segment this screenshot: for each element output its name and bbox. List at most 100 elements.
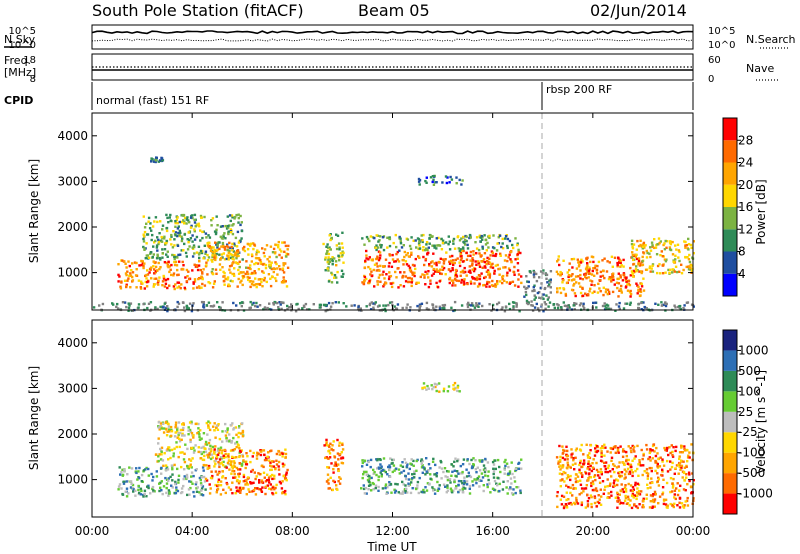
echo-cell [244, 272, 247, 276]
echo-cell [449, 270, 452, 273]
echo-cell [499, 252, 502, 255]
echo-cell [139, 286, 142, 289]
echo-cell [390, 282, 393, 285]
echo-cell [393, 488, 396, 491]
echo-cell [658, 495, 662, 498]
echo-cell [632, 496, 635, 499]
echo-cell [192, 474, 195, 478]
echo-cell [163, 261, 167, 264]
echo-cell [333, 464, 336, 467]
echo-cell [184, 276, 187, 279]
echo-cell [237, 251, 240, 254]
echo-cell [199, 268, 202, 272]
echo-cell [142, 264, 145, 268]
echo-cell [185, 280, 188, 283]
echo-cell [220, 456, 223, 459]
echo-cell [440, 237, 443, 241]
echo-cell [228, 440, 231, 443]
echo-cell [231, 242, 234, 246]
echo-cell [152, 265, 155, 268]
echo-cell [365, 305, 368, 308]
echo-cell [646, 477, 649, 480]
echo-cell [649, 450, 652, 453]
echo-cell [128, 304, 131, 307]
echo-cell [230, 214, 234, 217]
echo-cell [625, 459, 628, 463]
echo-cell [690, 264, 693, 267]
echo-cell [327, 280, 331, 283]
echo-cell [461, 179, 464, 182]
echo-cell [440, 461, 443, 464]
echo-cell [488, 236, 491, 239]
echo-cell [507, 472, 510, 475]
echo-cell [514, 237, 517, 240]
echo-cell [255, 257, 258, 260]
echo-cell [619, 274, 622, 277]
echo-cell [202, 469, 205, 472]
echo-cell [211, 268, 214, 271]
echo-cell [208, 452, 211, 455]
echo-cell [624, 476, 627, 479]
echo-cell [589, 444, 593, 447]
echo-cell [665, 258, 668, 261]
echo-cell [508, 470, 512, 473]
echo-cell [247, 272, 250, 276]
echo-cell [164, 278, 168, 282]
echo-cell [152, 253, 155, 256]
echo-cell [566, 271, 569, 274]
echo-cell [578, 493, 581, 496]
echo-cell [167, 260, 170, 263]
echo-cell [599, 471, 602, 474]
echo-cell [244, 483, 247, 486]
echo-cell [661, 460, 664, 463]
echo-cell [150, 160, 153, 163]
echo-cell [473, 306, 477, 309]
echo-cell [626, 495, 630, 498]
echo-cell [602, 446, 605, 450]
echo-cell [605, 303, 608, 306]
echo-cell [264, 263, 268, 267]
echo-cell [656, 480, 659, 483]
echo-cell [654, 469, 657, 473]
echo-cell [206, 273, 209, 276]
echo-cell [158, 267, 161, 271]
echo-cell [208, 428, 212, 432]
echo-cell [468, 233, 472, 237]
echo-cell [435, 237, 438, 240]
echo-cell [345, 305, 348, 308]
echo-cell [657, 237, 661, 240]
echo-cell [211, 456, 214, 459]
echo-cell [429, 176, 433, 179]
echo-cell [118, 483, 122, 486]
echo-cell [437, 382, 441, 385]
echo-cell [486, 256, 489, 260]
echo-cell [640, 285, 644, 288]
echo-cell [277, 465, 280, 468]
echo-cell [501, 278, 504, 281]
echo-cell [430, 274, 434, 277]
echo-cell [564, 292, 567, 296]
echo-cell [234, 442, 237, 445]
echo-cell [154, 270, 157, 273]
echo-cell [250, 253, 254, 256]
echo-cell [662, 502, 666, 506]
echo-cell [681, 476, 684, 479]
echo-cell [671, 240, 674, 244]
echo-cell [441, 241, 445, 245]
echo-cell [606, 496, 609, 499]
echo-cell [143, 226, 147, 229]
echo-cell [625, 450, 628, 454]
echo-cell [619, 501, 623, 505]
echo-cell [368, 280, 371, 283]
echo-cell [341, 246, 344, 249]
echo-cell [488, 482, 491, 485]
echo-cell [629, 295, 632, 298]
echo-cell [683, 240, 686, 243]
echo-cell [189, 459, 193, 462]
echo-cell [673, 489, 677, 492]
echo-cell [565, 498, 568, 502]
echo-cell [478, 478, 481, 482]
echo-cell [265, 244, 269, 247]
echo-cell [669, 477, 673, 480]
echo-cell [487, 273, 490, 276]
